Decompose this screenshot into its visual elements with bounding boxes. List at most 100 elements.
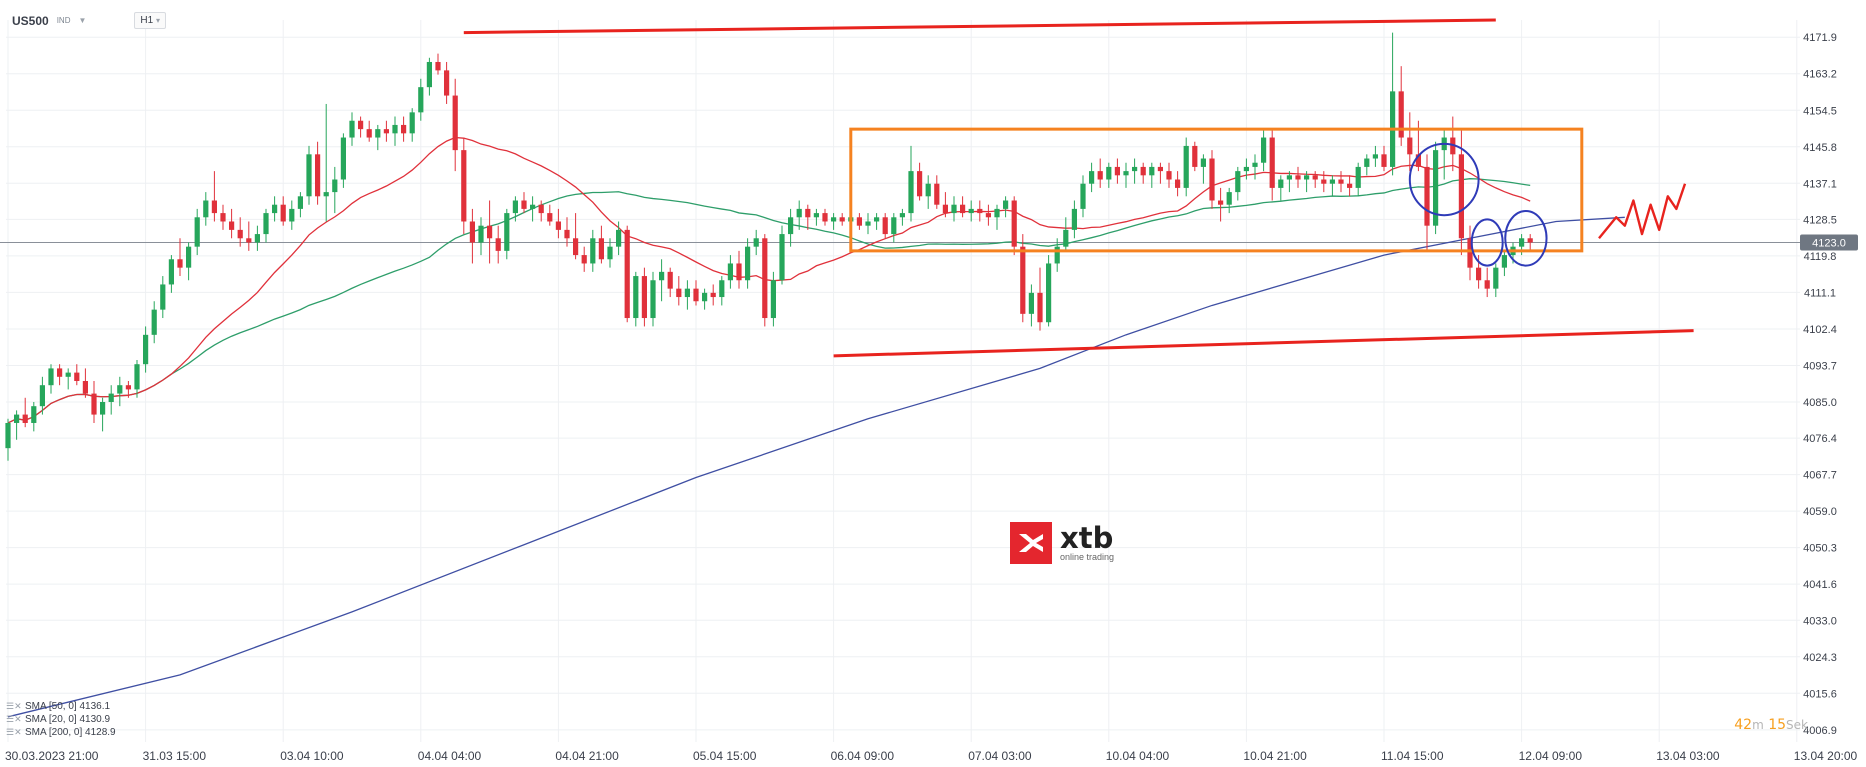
current-price-label: 4123.0	[1812, 237, 1846, 249]
candle-body	[736, 263, 742, 281]
candle-body	[1157, 166, 1163, 172]
trend-line	[463, 18, 1496, 35]
candle-body	[306, 154, 312, 197]
price-tick-label: 4050.3	[1803, 543, 1837, 555]
candle-body	[555, 221, 561, 230]
trend-line	[833, 329, 1694, 358]
candle-body	[392, 124, 398, 134]
drawing-tools[interactable]	[463, 18, 1694, 358]
highlight-circle	[1408, 142, 1480, 217]
candle-body	[547, 213, 553, 222]
highlight-circle	[1504, 209, 1548, 267]
candle-body	[143, 334, 149, 365]
candle-body	[702, 292, 708, 302]
candle-body	[401, 124, 407, 134]
candle-body	[934, 183, 940, 205]
candle-body	[358, 120, 364, 130]
candle-body	[573, 238, 579, 256]
price-tick-label: 4024.3	[1803, 652, 1837, 664]
candle-body	[727, 263, 733, 281]
moving-averages	[7, 136, 1625, 718]
candle-body	[160, 284, 166, 310]
candle-body	[1415, 154, 1421, 167]
candle-body	[1295, 175, 1301, 180]
candle-body	[65, 372, 71, 377]
candle-body	[684, 288, 690, 298]
candle-body	[246, 238, 252, 243]
settings-close-icon[interactable]: ☰✕	[6, 701, 22, 711]
projection-path	[1598, 183, 1687, 240]
price-tick-label: 4137.1	[1803, 178, 1837, 190]
candle-body	[1011, 200, 1017, 247]
timeframe-select[interactable]: H1 ▾	[134, 12, 166, 29]
candle-body	[74, 372, 80, 381]
chart-grid	[0, 20, 1800, 742]
chevron-down-icon[interactable]: ▼	[78, 16, 87, 25]
price-axis[interactable]: 4171.9 4163.2 4154.5 4145.8 4137.1 4128.5 4119…	[1800, 32, 1858, 737]
candle-body	[125, 385, 131, 390]
candle-body	[1501, 255, 1507, 268]
legend-row[interactable]: ☰✕ SMA [50, 0] 4136.1	[6, 700, 116, 713]
candle-body	[229, 221, 235, 230]
candle-body	[1218, 200, 1224, 205]
candle-body	[177, 259, 183, 268]
candle-body	[538, 204, 544, 214]
candle-body	[1493, 267, 1499, 289]
candle-body	[91, 393, 97, 415]
candle-body	[899, 213, 905, 218]
price-tick-label: 4163.2	[1803, 69, 1837, 81]
time-tick-label: 05.04 15:00	[693, 749, 757, 763]
candle-body	[1114, 166, 1120, 176]
candle-body	[839, 217, 845, 222]
candle-body	[211, 200, 217, 214]
candle-body	[280, 204, 286, 222]
candle-body	[762, 238, 768, 319]
candle-body	[1080, 183, 1086, 209]
candle-body	[1209, 158, 1215, 201]
settings-close-icon[interactable]: ☰✕	[6, 714, 22, 724]
time-axis[interactable]: 30.03.2023 21:00 31.03 15:00 03.04 10:00 04…	[5, 749, 1858, 763]
candle-body	[1097, 171, 1103, 180]
candle-body	[521, 200, 527, 209]
symbol-label[interactable]: US500	[12, 13, 49, 28]
candle-body	[745, 246, 751, 281]
candle-body	[865, 221, 871, 226]
candle-body	[1355, 166, 1361, 188]
candle-body	[289, 208, 295, 222]
time-tick-label: 07.04 03:00	[968, 749, 1032, 763]
candle-body	[908, 171, 914, 214]
candle-body	[418, 87, 424, 113]
time-tick-label: 10.04 04:00	[1106, 749, 1170, 763]
candle-body	[22, 414, 28, 423]
time-tick-label: 13.04 20:00	[1794, 749, 1858, 763]
sma20-line	[7, 136, 1531, 424]
price-tick-label: 4154.5	[1803, 105, 1837, 117]
candle-body	[1424, 166, 1430, 226]
candle-body	[925, 183, 931, 197]
candle-body	[633, 276, 639, 319]
candle-body	[134, 364, 140, 390]
candle-body	[530, 204, 536, 209]
candle-body	[1037, 292, 1043, 323]
candle-body	[1372, 154, 1378, 159]
legend-row[interactable]: ☰✕ SMA [200, 0] 4128.9	[6, 726, 116, 739]
time-tick-label: 03.04 10:00	[280, 749, 344, 763]
legend-label: SMA [200, 0] 4128.9	[25, 727, 116, 738]
candle-body	[942, 204, 948, 214]
candle-body	[349, 120, 355, 138]
candle-body	[1329, 179, 1335, 184]
candle-body	[375, 129, 381, 138]
candle-body	[1261, 137, 1267, 163]
candle-body	[323, 192, 329, 197]
candle-body	[1071, 208, 1077, 230]
settings-close-icon[interactable]: ☰✕	[6, 727, 22, 737]
candle-body	[770, 280, 776, 319]
candle-body	[5, 422, 11, 449]
candle-body	[82, 381, 88, 394]
candle-body	[1381, 154, 1387, 167]
candle-body	[590, 238, 596, 264]
legend-row[interactable]: ☰✕ SMA [20, 0] 4130.9	[6, 713, 116, 726]
price-tick-label: 4015.6	[1803, 688, 1837, 700]
candle-body	[1046, 263, 1052, 323]
